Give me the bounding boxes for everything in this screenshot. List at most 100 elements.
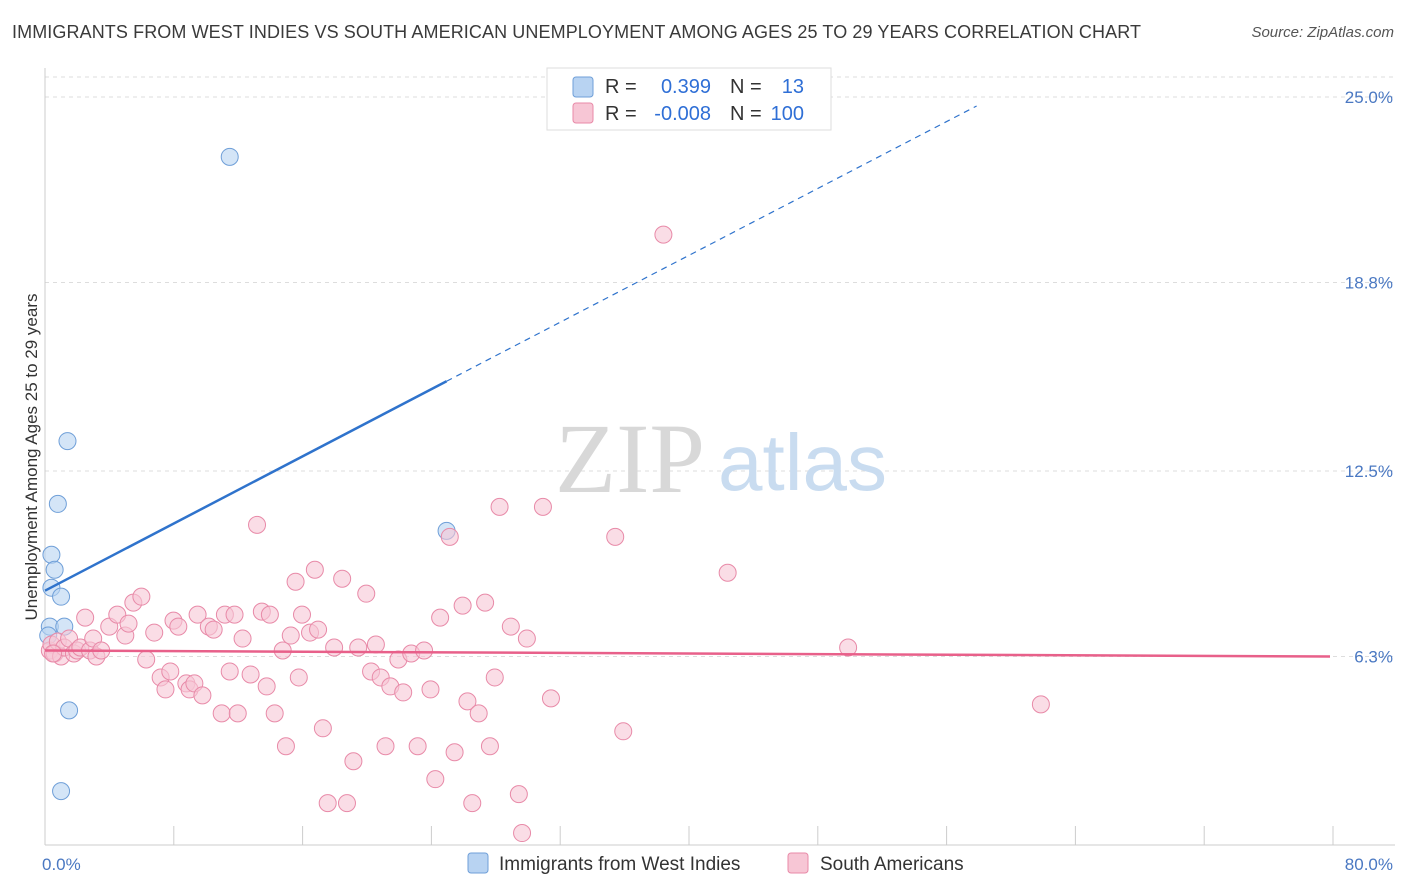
data-point-pink [458,692,477,711]
data-point-pink [476,593,495,612]
data-point-pink [513,824,532,843]
data-point-pink [517,629,536,648]
data-point-pink [44,644,63,663]
legend-r-label-blue: R = [605,76,637,98]
data-point-pink [501,617,520,636]
data-point-pink [654,225,673,244]
data-point-pink [248,515,267,534]
data-point-pink [839,638,858,657]
data-point-pink [445,743,464,762]
data-point-pink [156,680,175,699]
watermark-atlas: atlas [718,418,887,507]
data-point-blue [60,701,79,720]
trend-line-blue-extension [446,105,977,382]
data-point-pink [1031,695,1050,714]
data-point-pink [431,608,450,627]
data-point-pink [718,563,737,582]
data-point-pink [453,596,472,615]
data-point-pink [204,620,223,639]
data-point-pink [337,794,356,813]
data-point-pink [313,719,332,738]
data-point-pink [137,650,156,669]
data-point-pink [286,572,305,591]
watermark-zip: ZIP [555,403,705,514]
data-point-blue [220,147,239,166]
chart-source: Source: ZipAtlas.com [1251,24,1394,41]
data-point-pink [533,497,552,516]
chart-title: IMMIGRANTS FROM WEST INDIES VS SOUTH AME… [12,22,1142,42]
data-point-pink [305,560,324,579]
y-tick-label: 6.3% [1354,648,1393,667]
y-tick-label: 18.8% [1345,274,1393,293]
series-legend: Immigrants from West Indies South Americ… [467,852,964,875]
data-point-pink [509,785,528,804]
data-point-pink [415,641,434,660]
data-point-pink [325,638,344,657]
x-tick-label: 80.0% [1345,855,1393,874]
legend-r-value-blue: 0.399 [661,76,711,98]
data-point-pink [541,689,560,708]
points-layer [39,147,1050,843]
x-tick-labels: 0.0% 80.0% [42,855,1393,874]
data-point-blue [58,432,77,451]
data-point-pink [132,587,151,606]
data-point-pink [161,662,180,681]
axis-layer [44,68,1395,846]
legend-box [546,67,832,131]
data-point-pink [333,569,352,588]
data-point-pink [463,794,482,813]
data-point-pink [408,737,427,756]
data-point-blue [45,560,64,579]
data-point-pink [394,683,413,702]
legend-n-value-blue: 13 [782,76,804,98]
data-point-pink [76,608,95,627]
data-point-pink [366,635,385,654]
data-point-pink [480,737,499,756]
data-point-pink [469,704,488,723]
data-point-pink [289,668,308,687]
data-point-pink [119,614,138,633]
data-point-pink [490,497,509,516]
data-point-pink [485,668,504,687]
data-point-pink [276,737,295,756]
data-point-pink [344,752,363,771]
legend-swatch-blue [572,76,594,98]
data-point-pink [225,605,244,624]
legend-r-label-pink: R = [605,103,637,125]
data-point-pink [169,617,188,636]
data-point-pink [188,605,207,624]
y-tick-labels: 6.3% 12.5% 18.8% 25.0% [1345,88,1393,667]
data-point-pink [260,605,279,624]
data-point-blue [42,545,61,564]
data-point-pink [220,662,239,681]
legend-r-value-pink: -0.008 [654,103,711,125]
legend-n-value-pink: 100 [771,103,804,125]
data-point-pink [257,677,276,696]
data-point-pink [318,794,337,813]
data-point-pink [228,704,247,723]
data-point-pink [349,638,368,657]
data-point-pink [233,629,252,648]
data-point-pink [357,584,376,603]
y-tick-label: 12.5% [1345,462,1393,481]
y-tick-label: 25.0% [1345,88,1393,107]
legend-n-label-blue: N = [730,76,762,98]
data-point-pink [376,737,395,756]
legend-swatch-pink [572,102,594,124]
data-point-pink [193,686,212,705]
data-point-pink [145,623,164,642]
correlation-legend: R = 0.399 N = 13 R = -0.008 N = 100 [546,67,832,131]
series-swatch-blue [467,852,489,874]
legend-n-label-pink: N = [730,103,762,125]
series-label-pink: South Americans [820,854,964,875]
watermark: ZIP atlas [555,403,887,514]
data-point-pink [212,704,231,723]
trend-line-blue [44,380,448,592]
data-point-pink [440,527,459,546]
data-point-pink [265,704,284,723]
data-point-blue [52,587,71,606]
data-point-pink [614,722,633,741]
series-label-blue: Immigrants from West Indies [499,854,740,875]
y-axis-label: Unemployment Among Ages 25 to 29 years [22,294,41,621]
